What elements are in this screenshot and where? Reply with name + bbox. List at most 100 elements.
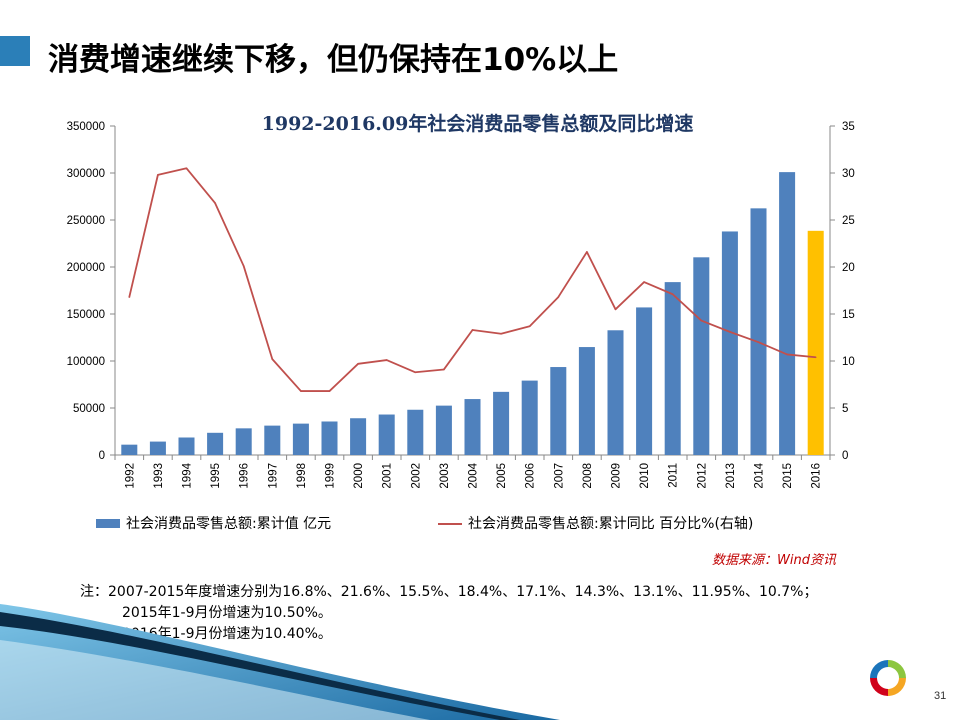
bar — [407, 409, 424, 455]
line-point — [528, 325, 531, 328]
x-axis-tick-label: 2015 — [782, 463, 794, 489]
company-logo — [870, 660, 906, 696]
line-point — [471, 329, 474, 331]
left-axis-tick-label: 0 — [99, 450, 105, 462]
right-axis-tick-label: 0 — [842, 450, 848, 462]
left-axis-tick-label: 250000 — [67, 215, 105, 227]
line-point — [443, 368, 445, 371]
bar — [378, 414, 395, 455]
x-axis-tick-label: 2001 — [382, 463, 394, 489]
footnote-line-1: 注：2007-2015年度增速分别为16.8%、21.6%、15.5%、18.4… — [80, 584, 818, 600]
bar — [750, 208, 767, 455]
footnote: 注：2007-2015年度增速分别为16.8%、21.6%、15.5%、18.4… — [80, 582, 818, 645]
line-point — [271, 358, 274, 360]
bar — [264, 425, 281, 455]
title-accent-bar — [0, 36, 30, 66]
line-point — [414, 371, 417, 374]
bar — [521, 380, 538, 455]
x-axis-tick-label: 2012 — [696, 463, 708, 489]
legend-bar-swatch — [96, 519, 120, 528]
x-axis-tick-label: 2002 — [410, 463, 422, 489]
data-source: 数据来源：Wind资讯 — [712, 553, 836, 568]
bar — [321, 421, 338, 455]
x-axis-tick-label: 2005 — [496, 463, 508, 489]
x-axis-tick-label: 2004 — [468, 462, 480, 488]
bar — [292, 423, 309, 455]
line-point — [357, 363, 359, 365]
footnote-line-2: 2015年1-9月份增速为10.50%。 — [122, 605, 332, 621]
bar — [207, 432, 224, 455]
x-axis-tick-label: 1993 — [153, 463, 165, 489]
x-axis-tick-label: 2006 — [525, 463, 537, 489]
x-axis-tick-label: 2008 — [582, 463, 594, 489]
bar — [607, 330, 624, 455]
line-point — [757, 341, 760, 344]
line-point — [185, 167, 188, 170]
line-point — [729, 331, 731, 333]
x-axis-tick-label: 2003 — [439, 463, 451, 489]
bar — [721, 231, 738, 455]
x-axis-tick-label: 1999 — [325, 463, 337, 489]
x-axis-tick-label: 1998 — [296, 463, 308, 489]
x-axis-tick-label: 2009 — [611, 463, 623, 489]
right-axis-tick-label: 20 — [842, 262, 855, 274]
line-point — [586, 251, 588, 253]
bar — [779, 172, 796, 455]
x-axis-tick-label: 2007 — [553, 463, 565, 489]
line-point — [214, 202, 216, 204]
bar — [435, 405, 452, 455]
bar — [807, 230, 824, 455]
right-axis-tick-label: 35 — [842, 121, 855, 133]
bar — [636, 307, 653, 455]
bar — [178, 437, 195, 455]
slide-title: 消费增速继续下移，但仍保持在10%以上 — [48, 42, 619, 78]
right-axis-tick-label: 5 — [842, 403, 848, 415]
left-axis-tick-label: 350000 — [67, 121, 105, 133]
left-axis-tick-label: 200000 — [67, 262, 105, 274]
bar — [464, 399, 481, 455]
bar — [550, 367, 567, 455]
line-point — [700, 319, 703, 322]
x-axis-tick-label: 2000 — [353, 463, 365, 489]
left-axis-tick-label: 100000 — [67, 356, 105, 368]
line-point — [157, 174, 159, 176]
line-point — [671, 293, 674, 296]
page-number: 31 — [934, 690, 947, 702]
x-axis-tick-label: 2016 — [811, 463, 823, 489]
line-point — [300, 390, 302, 392]
bar — [664, 282, 681, 455]
x-axis-tick-label: 1994 — [182, 462, 194, 488]
line-point — [614, 308, 617, 311]
x-axis-tick-label: 2014 — [754, 462, 766, 488]
right-axis-tick-label: 30 — [842, 168, 855, 180]
bar — [578, 347, 595, 455]
bar — [235, 428, 252, 455]
x-axis-tick-label: 1995 — [210, 463, 222, 489]
chart-title: 1992-2016.09年社会消费品零售总额及同比增速 — [262, 112, 694, 135]
legend-bar-label: 社会消费品零售总额:累计值 亿元 — [126, 516, 331, 532]
x-axis-tick-label: 2013 — [725, 463, 737, 489]
line-point — [643, 281, 645, 283]
line-point — [128, 296, 131, 298]
x-axis-tick-label: 2011 — [668, 463, 680, 488]
bar — [350, 418, 367, 455]
growth-rate-line — [128, 167, 816, 392]
line-point — [786, 353, 788, 356]
left-axis-tick-label: 300000 — [67, 168, 105, 180]
x-axis-tick-label: 2010 — [639, 463, 651, 489]
right-axis-tick-label: 15 — [842, 309, 855, 321]
left-axis-tick-label: 150000 — [67, 309, 105, 321]
right-axis-tick-label: 10 — [842, 356, 855, 368]
bar — [693, 257, 710, 455]
left-axis-tick-label: 50000 — [73, 403, 105, 415]
footnote-line-3: 2016年1-9月份增速为10.40%。 — [122, 626, 332, 642]
line-point — [557, 296, 560, 298]
line-point — [385, 359, 388, 361]
bar — [149, 441, 166, 455]
line-point — [328, 390, 331, 392]
combo-chart: 1992-2016.09年社会消费品零售总额及同比增速 0 50000 100000 1… — [67, 112, 855, 532]
line-point — [500, 332, 502, 335]
line-point — [242, 265, 245, 267]
line-point — [814, 356, 817, 359]
x-axis-tick-label: 1997 — [267, 463, 279, 489]
